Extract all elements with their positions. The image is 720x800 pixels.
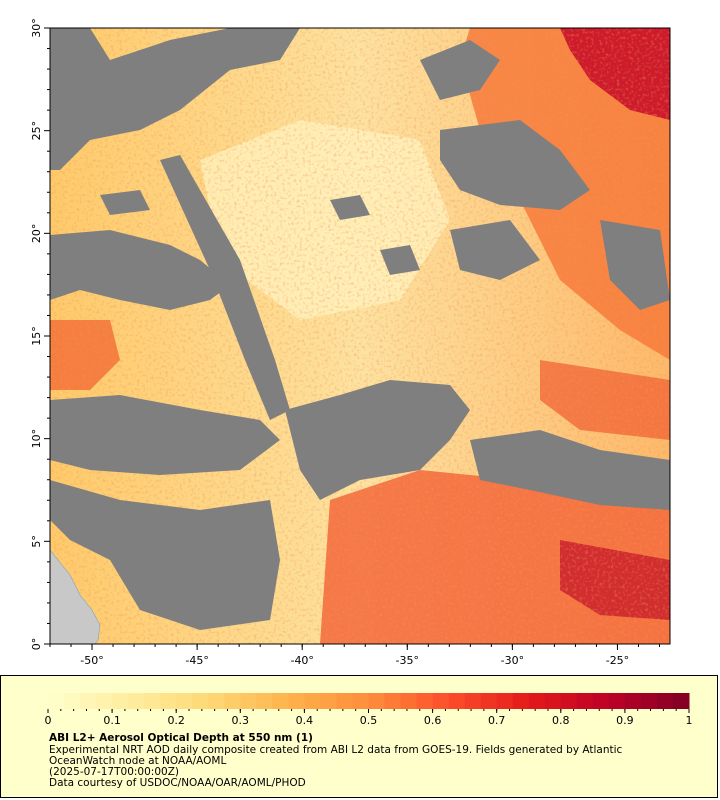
gap-e-2 [600, 220, 670, 310]
colorbar-tick-label: 0.5 [360, 714, 378, 726]
colorbar-cell [624, 693, 642, 709]
colorbar-cell [96, 693, 113, 709]
legend-line-1: Experimental NRT AOD daily composite cre… [49, 744, 623, 756]
colorbar-cell [672, 693, 690, 709]
land-coast [50, 549, 101, 644]
gap-east [470, 430, 670, 510]
colorbar-cell [224, 693, 241, 709]
legend-panel: 0 0.1 0.2 0.3 0.4 0.5 0.6 0.7 0.8 0.9 1 ABI L2+ Ae… [0, 675, 718, 798]
no-data-gaps [50, 28, 670, 630]
colorbar-cell [128, 693, 145, 709]
gap-ne-2 [420, 40, 500, 100]
legend-title: ABI L2+ Aerosol Optical Depth at 550 nm … [49, 732, 313, 744]
colorbar-tick-label: 0.2 [167, 714, 185, 726]
gap-sw [50, 480, 280, 630]
lat-tick-label: 15° [30, 326, 43, 346]
colorbar-cell [304, 693, 321, 709]
colorbar-cell [144, 693, 161, 709]
colorbar-cell [592, 693, 610, 709]
colorbar: 0 0.1 0.2 0.3 0.4 0.5 0.6 0.7 0.8 0.9 1 [45, 693, 693, 726]
colorbar-cell [608, 693, 626, 709]
colorbar-cell [112, 693, 129, 709]
colorbar-cell [432, 693, 450, 709]
colorbar-cell [48, 693, 65, 709]
colorbar-cell [336, 693, 353, 709]
lat-tick-label: 30° [30, 18, 43, 38]
colorbar-tick-label: 0.6 [424, 714, 442, 726]
colorbar-cell [656, 693, 674, 709]
colorbar-cell [272, 693, 289, 709]
aod-field [50, 28, 670, 644]
colorbar-cell [480, 693, 498, 709]
colorbar-cell [400, 693, 418, 709]
lat-tick-label: 5° [30, 535, 43, 548]
lon-tick-label: -35° [396, 654, 419, 667]
colorbar-cell [496, 693, 514, 709]
colorbar-tick-label: 0.3 [232, 714, 250, 726]
legend-line-4: Data courtesy of USDOC/NOAA/OAR/AOML/PHO… [49, 777, 306, 789]
lat-tick-label: 0° [30, 638, 43, 651]
gap-small-3 [100, 190, 150, 215]
colorbar-cell [640, 693, 658, 709]
colorbar-tick-label: 0.4 [296, 714, 314, 726]
colorbar-cell [464, 693, 482, 709]
lon-tick-label: -30° [501, 654, 524, 667]
lat-tick-label: 25° [30, 121, 43, 141]
colorbar-cell [240, 693, 257, 709]
colorbar-cell [176, 693, 193, 709]
lon-tick-label: -40° [290, 654, 313, 667]
colorbar-tick-label: 1 [686, 714, 693, 726]
colorbar-cell [320, 693, 337, 709]
colorbar-cell [384, 693, 402, 709]
gap-swath-edge [160, 155, 290, 420]
colorbar-cell [288, 693, 305, 709]
gap-center [285, 380, 470, 500]
colorbar-cell [352, 693, 369, 709]
legend-line-3: (2025-07-17T00:00:00Z) [49, 766, 179, 778]
lon-tick-label: -45° [185, 654, 208, 667]
colorbar-cell [560, 693, 578, 709]
colorbar-cell [416, 693, 434, 709]
colorbar-cell [512, 693, 530, 709]
aod-map: 0° 5° 10° 15° 20° 25° 30° -50° -45° -40° -35° -30°… [30, 18, 671, 667]
gap-ne-1 [440, 120, 590, 210]
colorbar-tick-label: 0.1 [103, 714, 121, 726]
colorbar-cell [544, 693, 562, 709]
lon-tick-label: -25° [606, 654, 629, 667]
colorbar-cell [80, 693, 97, 709]
lat-tick-label: 10° [30, 429, 43, 449]
colorbar-tick-label: 0.7 [488, 714, 506, 726]
legend-line-2: OceanWatch node at NOAA/AOML [49, 755, 227, 767]
gap-west-band [50, 230, 230, 310]
colorbar-cell [256, 693, 273, 709]
colorbar-cell [208, 693, 225, 709]
colorbar-cell [160, 693, 177, 709]
gap-e-1 [450, 220, 540, 280]
longitude-axis: -50° -45° -40° -35° -30° -25° [49, 644, 660, 667]
colorbar-cell [576, 693, 594, 709]
colorbar-cell [528, 693, 546, 709]
lat-tick-label: 20° [30, 224, 43, 244]
lon-tick-label: -50° [80, 654, 103, 667]
colorbar-cell [192, 693, 209, 709]
colorbar-cell [64, 693, 81, 709]
gap-west-mid [50, 395, 280, 475]
gap-small-2 [380, 245, 420, 275]
colorbar-cell [368, 693, 386, 709]
colorbar-cell [448, 693, 466, 709]
colorbar-tick-label: 0.8 [552, 714, 570, 726]
colorbar-tick-label: 0.9 [616, 714, 634, 726]
latitude-axis: 0° 5° 10° 15° 20° 25° 30° [30, 18, 50, 650]
colorbar-tick-label: 0 [45, 714, 52, 726]
gap-small-1 [330, 195, 370, 220]
gap-nw [50, 28, 300, 170]
